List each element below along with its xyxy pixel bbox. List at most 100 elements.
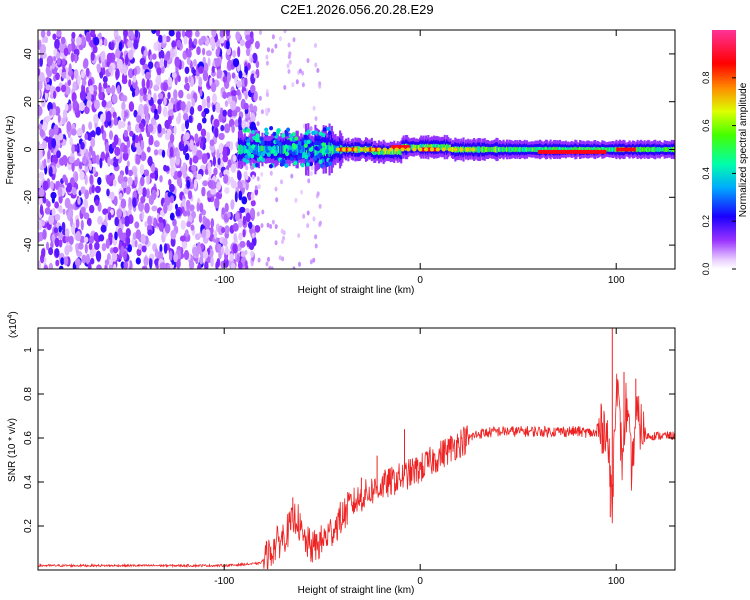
noise-blob xyxy=(265,54,269,60)
snr-marks xyxy=(38,328,675,570)
carrier-blob xyxy=(264,127,269,132)
carrier-blob xyxy=(314,146,319,151)
noise-blob xyxy=(50,241,54,249)
carrier-core xyxy=(446,143,449,151)
carrier-core xyxy=(439,144,442,150)
carrier-core xyxy=(379,149,382,155)
carrier-core xyxy=(553,146,556,153)
carrier-core xyxy=(521,147,524,152)
carrier-dot xyxy=(412,147,417,152)
noise-blob xyxy=(250,112,256,123)
noise-blob xyxy=(132,74,137,84)
carrier-core xyxy=(535,147,538,152)
noise-blob xyxy=(86,92,92,102)
carrier-core xyxy=(515,147,518,152)
carrier-core xyxy=(614,147,617,152)
noise-blob xyxy=(143,169,150,177)
carrier-core xyxy=(381,149,384,155)
noise-blob xyxy=(219,35,225,44)
carrier-blob xyxy=(322,127,327,132)
noise-blob xyxy=(38,171,45,180)
noise-blob xyxy=(153,113,160,120)
carrier-core xyxy=(559,146,562,153)
noise-blob xyxy=(79,101,85,112)
noise-blob xyxy=(139,107,144,115)
noise-blob xyxy=(71,161,75,172)
noise-blob xyxy=(95,250,102,262)
noise-blob xyxy=(88,186,93,195)
carrier-blob xyxy=(254,145,259,150)
noise-blob xyxy=(116,35,120,43)
noise-blob xyxy=(58,265,64,269)
noise-blob xyxy=(135,257,141,265)
carrier-core xyxy=(584,147,587,152)
noise-blob xyxy=(50,191,57,199)
carrier-core xyxy=(377,148,380,156)
noise-blob xyxy=(39,56,43,67)
noise-blob xyxy=(237,170,242,181)
noise-blob xyxy=(292,266,296,269)
noise-blob xyxy=(222,238,228,247)
colorbar-tick-label: 0.0 xyxy=(701,263,711,276)
noise-blob xyxy=(230,100,237,111)
noise-blob xyxy=(133,109,138,118)
noise-blob xyxy=(189,204,195,212)
carrier-dot xyxy=(353,147,358,152)
noise-blob xyxy=(90,94,95,102)
noise-blob xyxy=(189,106,195,116)
carrier-core xyxy=(555,147,558,152)
noise-blob xyxy=(126,236,131,246)
noise-blob xyxy=(127,244,132,253)
noise-blob xyxy=(130,31,134,40)
noise-blob xyxy=(306,223,310,229)
noise-blob xyxy=(224,245,229,256)
carrier-core xyxy=(432,144,435,150)
carrier-blob xyxy=(318,152,323,157)
carrier-core xyxy=(399,149,402,155)
noise-blob xyxy=(181,30,186,38)
noise-blob xyxy=(58,204,63,214)
noise-blob xyxy=(153,140,160,148)
noise-blob xyxy=(152,217,157,229)
noise-blob xyxy=(53,90,57,100)
carrier-blob xyxy=(325,149,330,154)
snr-y-tick-label: 0.6 xyxy=(23,431,34,445)
noise-blob xyxy=(229,253,234,262)
carrier-core xyxy=(580,147,583,152)
noise-blob xyxy=(224,187,230,194)
noise-blob xyxy=(192,155,199,164)
noise-blob xyxy=(259,30,262,35)
noise-blob xyxy=(67,43,73,53)
noise-blob xyxy=(198,65,204,74)
noise-blob xyxy=(121,109,125,120)
carrier-core xyxy=(448,144,451,150)
noise-blob xyxy=(197,122,202,132)
noise-blob xyxy=(112,179,117,187)
noise-blob xyxy=(163,243,168,254)
carrier-core xyxy=(433,143,436,151)
noise-blob xyxy=(48,262,54,269)
carrier-core xyxy=(488,147,491,152)
noise-blob xyxy=(131,90,136,98)
carrier-core xyxy=(373,148,376,155)
noise-blob xyxy=(132,197,137,208)
carrier-blob xyxy=(293,161,298,166)
snr-plot: -100 0 100 0.2 0.4 0.6 0.8 1 Height of straight… xyxy=(7,311,676,596)
noise-blob xyxy=(183,83,190,91)
carrier-core xyxy=(654,146,657,153)
noise-blob xyxy=(184,229,189,237)
noise-blob xyxy=(52,108,57,116)
noise-blob xyxy=(62,174,67,182)
noise-blob xyxy=(116,84,121,95)
noise-blob xyxy=(161,149,166,158)
noise-blob xyxy=(140,233,146,245)
carrier-core xyxy=(419,144,422,150)
carrier-core xyxy=(295,144,298,155)
noise-blob xyxy=(128,101,135,112)
noise-blob xyxy=(125,186,131,194)
noise-blob xyxy=(210,144,215,153)
noise-blob xyxy=(216,181,222,191)
spectrogram-x-tick-label: -100 xyxy=(214,275,234,286)
noise-blob xyxy=(151,205,158,212)
